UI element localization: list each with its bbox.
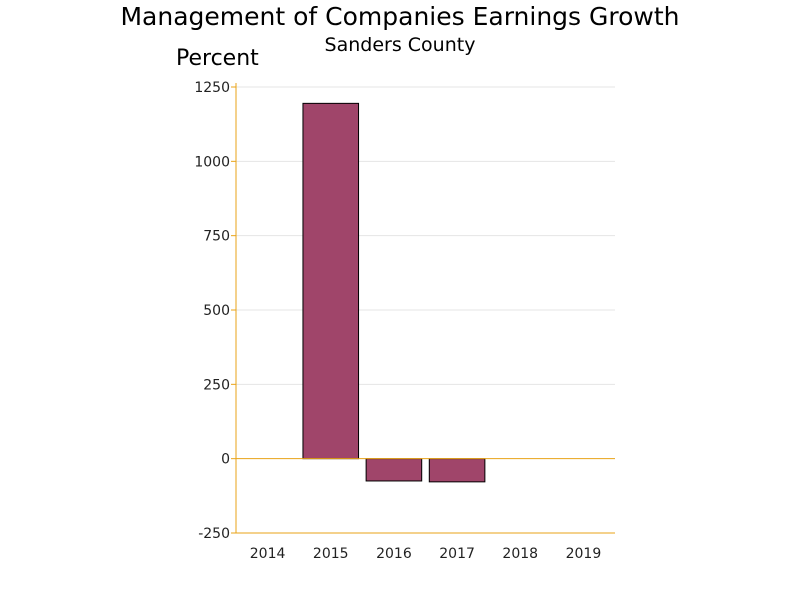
y-tick-label: 500: [203, 303, 230, 319]
x-tick-label: 2015: [313, 546, 349, 562]
chart-title: Management of Companies Earnings Growth: [120, 2, 680, 31]
y-tick-label: 1250: [194, 80, 230, 96]
y-tick-label: 1000: [194, 154, 230, 170]
y-tick-label: 250: [203, 377, 230, 393]
x-tick-label: 2017: [439, 546, 475, 562]
bar-2015: [302, 102, 360, 460]
x-tick-label: 2018: [502, 546, 538, 562]
chart-subtitle: Sanders County: [324, 34, 476, 56]
y-tick-label: -250: [198, 526, 230, 542]
x-tick-label: 2019: [566, 546, 602, 562]
y-axis-label: Percent: [176, 46, 259, 71]
x-tick-label: 2016: [376, 546, 412, 562]
x-tick-label: 2014: [250, 546, 286, 562]
bar-2017: [428, 458, 486, 483]
y-tick-label: 0: [221, 452, 230, 468]
y-tick-label: 750: [203, 229, 230, 245]
bar-2016: [365, 458, 423, 482]
